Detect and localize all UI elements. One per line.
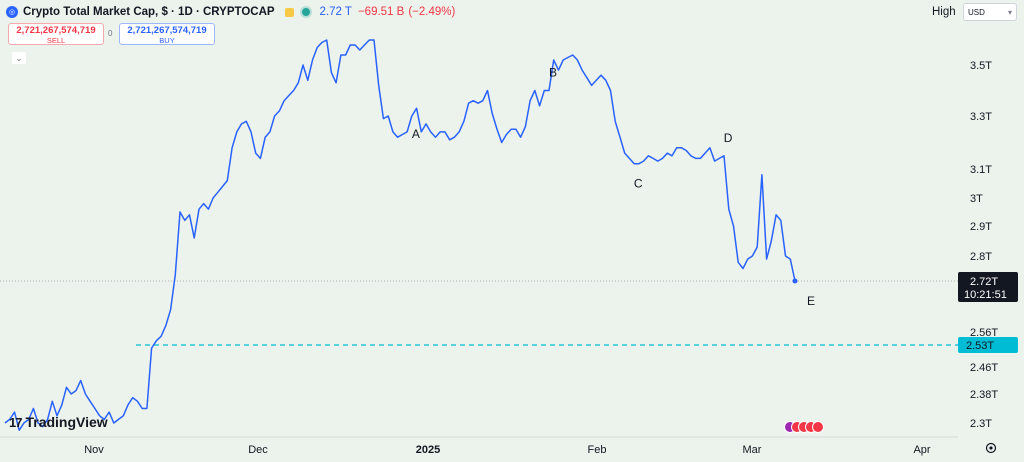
level-price-tag-value: 2.53T	[966, 340, 994, 352]
price-change: −69.51 B	[357, 6, 405, 18]
favorite-flag-icon[interactable]	[284, 7, 294, 17]
logo-mark: 17	[9, 414, 23, 430]
wave-label: C	[634, 177, 643, 191]
last-price-tag	[958, 272, 1018, 302]
x-tick-label: 2025	[416, 444, 440, 456]
wave-label: D	[724, 131, 733, 145]
y-tick-label: 2.56T	[970, 327, 998, 339]
wave-label: A	[412, 127, 420, 141]
symbol-title[interactable]: Crypto Total Market Cap, $ · 1D · CRYPTO…	[23, 6, 275, 18]
y-tick-label: 3T	[970, 193, 983, 205]
collapse-chevron-icon[interactable]: ⌄	[12, 52, 26, 64]
level-price-tag	[958, 337, 1018, 353]
currency-select[interactable]: USD ▾	[963, 3, 1017, 21]
y-tick-label: 2.38T	[970, 389, 998, 401]
symbol-header[interactable]: ◎ Crypto Total Market Cap, $ · 1D · CRYP…	[6, 4, 455, 20]
y-tick-label: 3.3T	[970, 111, 992, 123]
price-source-toggle[interactable]: High	[932, 6, 956, 18]
sell-button[interactable]: 2,721,267,574,719 SELL	[8, 23, 104, 45]
buy-label: BUY	[159, 36, 175, 45]
bar-countdown: 10:21:51	[964, 289, 1007, 301]
x-tick-label: Apr	[913, 444, 930, 456]
y-tick-label: 2.8T	[970, 251, 992, 263]
y-tick-label: 3.1T	[970, 164, 992, 176]
sell-label: SELL	[46, 36, 66, 45]
last-price: 2.72 T	[319, 6, 352, 18]
y-tick-label: 2.3T	[970, 418, 992, 430]
y-tick-label: 3.5T	[970, 60, 992, 72]
last-price-tag-value: 2.72T	[970, 276, 998, 288]
x-tick-label: Feb	[588, 444, 607, 456]
chevron-down-icon: ▾	[1007, 8, 1012, 17]
sell-price: 2,721,267,574,719	[16, 25, 96, 36]
settings-gear-icon[interactable]	[985, 442, 997, 454]
price-change-percent: (−2.49%)	[408, 6, 456, 18]
wave-label: E	[807, 294, 815, 308]
y-tick-label: 2.46T	[970, 362, 998, 374]
buy-price: 2,721,267,574,719	[127, 25, 207, 36]
y-tick-label: 2.9T	[970, 221, 992, 233]
series-line	[4, 39, 796, 431]
buy-button[interactable]: 2,721,267,574,719 BUY	[119, 23, 215, 45]
market-open-icon	[301, 8, 310, 16]
currency-value: USD	[968, 8, 985, 17]
logo-text: TradingView	[25, 414, 108, 430]
x-tick-label: Mar	[743, 444, 762, 456]
event-badges[interactable]	[784, 421, 824, 433]
crypto-coin-icon: ◎	[6, 6, 18, 18]
spread-value: 0	[108, 29, 113, 38]
x-tick-label: Nov	[84, 444, 104, 456]
wave-label: B	[549, 66, 557, 80]
tradingview-logo[interactable]: 17 TradingView	[9, 414, 108, 430]
last-point	[792, 278, 798, 284]
x-tick-label: Dec	[248, 444, 268, 456]
